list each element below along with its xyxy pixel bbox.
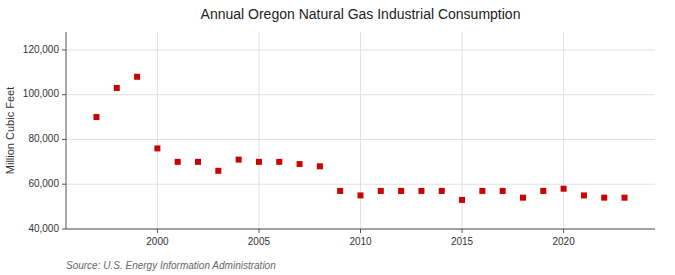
grid — [66, 32, 655, 229]
x-tick-label: 2005 — [248, 236, 271, 247]
x-tick-label: 2000 — [146, 236, 169, 247]
y-tick — [62, 94, 66, 95]
x-tick-label: 2020 — [552, 236, 575, 247]
point — [581, 192, 587, 198]
y-tick — [62, 184, 66, 185]
point — [479, 188, 485, 194]
y-axis-line — [66, 32, 67, 229]
x-axis-line — [66, 229, 655, 230]
point — [134, 74, 140, 80]
point — [398, 188, 404, 194]
y-tick — [62, 139, 66, 140]
x-tick-label: 2010 — [349, 236, 372, 247]
x-grid-line — [157, 32, 158, 229]
y-tick-label: 40,000 — [28, 223, 59, 234]
point — [337, 188, 343, 194]
point — [622, 195, 628, 201]
point — [520, 195, 526, 201]
point — [601, 195, 607, 201]
x-tick — [360, 229, 361, 233]
y-tick-label: 120,000 — [23, 44, 60, 55]
y-tick-label: 60,000 — [28, 178, 59, 189]
point — [215, 168, 221, 174]
x-tick-label: 2015 — [451, 236, 474, 247]
y-axis-label: Million Cubic Feet — [4, 87, 16, 174]
x-tick — [563, 229, 564, 233]
x-tick — [258, 229, 259, 233]
point — [358, 192, 364, 198]
point — [500, 188, 506, 194]
point — [154, 145, 160, 151]
point — [540, 188, 546, 194]
x-tick — [462, 229, 463, 233]
x-grid-line — [563, 32, 564, 229]
y-grid-line — [66, 229, 655, 230]
point — [195, 159, 201, 165]
points — [93, 74, 627, 203]
point — [561, 186, 567, 192]
source: Source: U.S. Energy Information Administ… — [66, 260, 276, 271]
point — [256, 159, 262, 165]
y-tick — [62, 229, 66, 230]
point — [317, 163, 323, 169]
chart: 40,000 60,000 80,000 100,000 120,000 2000 2005… — [0, 0, 675, 275]
point — [93, 114, 99, 120]
x-grid-line — [258, 32, 259, 229]
y-tick-label: 100,000 — [23, 88, 60, 99]
point — [175, 159, 181, 165]
point — [236, 157, 242, 163]
point — [276, 159, 282, 165]
axes: 40,000 60,000 80,000 100,000 120,000 2000 2005… — [23, 32, 655, 247]
point — [297, 161, 303, 167]
point — [418, 188, 424, 194]
point — [459, 197, 465, 203]
point — [439, 188, 445, 194]
y-tick — [62, 49, 66, 50]
page: {"chart_data": {"type": "scatter", "titl… — [0, 0, 675, 275]
point — [114, 85, 120, 91]
x-tick — [157, 229, 158, 233]
y-tick-label: 80,000 — [28, 133, 59, 144]
x-grid-line — [360, 32, 361, 229]
title: Annual Oregon Natural Gas Industrial Con… — [201, 6, 521, 22]
point — [378, 188, 384, 194]
